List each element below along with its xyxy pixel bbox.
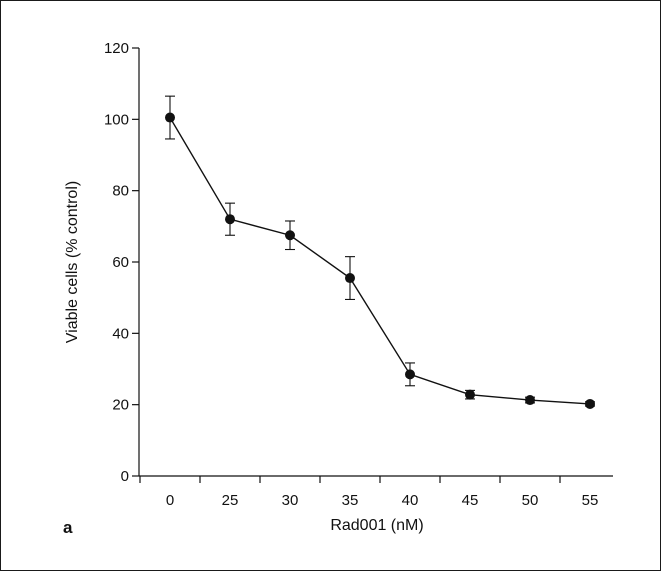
x-tick-label: 35 — [342, 492, 359, 509]
y-tick-label: 40 — [112, 325, 129, 342]
y-tick-label: 100 — [104, 111, 129, 128]
series-line — [169, 117, 591, 405]
y-tick-label: 20 — [112, 397, 129, 414]
y-tick-label: 0 — [121, 468, 129, 485]
x-axis-label: Rad001 (nM) — [330, 517, 423, 534]
data-point — [225, 214, 235, 225]
data-point — [165, 112, 175, 123]
x-tick-label: 25 — [222, 492, 239, 509]
x-axis: 0 25 30 35 40 45 50 55 — [139, 475, 613, 509]
y-tick-label: 80 — [112, 183, 129, 200]
series-layer — [165, 95, 595, 409]
data-point — [285, 230, 295, 241]
data-point — [345, 273, 355, 284]
y-tick-label: 120 — [104, 40, 129, 57]
panel-label: a — [63, 518, 73, 537]
data-point — [585, 398, 595, 409]
data-point — [405, 369, 415, 380]
x-tick-label: 55 — [582, 492, 599, 509]
data-point — [465, 389, 475, 400]
data-point — [525, 395, 535, 406]
y-tick-label: 60 — [112, 254, 129, 271]
x-tick-label: 40 — [402, 492, 419, 509]
x-tick-label: 50 — [522, 492, 539, 509]
x-tick-label: 0 — [166, 492, 174, 509]
x-tick-label: 45 — [462, 492, 479, 509]
x-tick-label: 30 — [282, 492, 299, 509]
y-axis-label: Viable cells (% control) — [64, 181, 81, 343]
y-axis: 0 20 40 60 80 100 120 — [104, 40, 140, 485]
